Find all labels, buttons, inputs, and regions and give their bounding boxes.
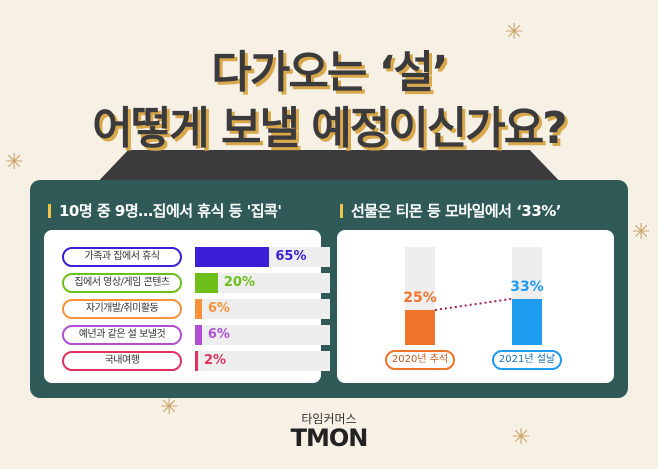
bar [195,325,202,345]
bar-track [195,273,330,293]
bar-track [195,325,330,345]
sparkle-icon: ✳ [512,425,531,450]
category-label: 2021년 설날 [492,350,562,370]
bar [512,298,542,345]
left-chart-title: 10명 중 9명…집에서 휴식 등 '집콕' [48,200,282,221]
category-label: 2020년 추석 [385,350,455,370]
bar [195,351,198,371]
bar-row: 가족과 집에서 휴식 65% [62,247,330,267]
value-label: 65% [275,249,307,264]
logo-subtitle: 타임커머스 [301,412,357,426]
bar-track [195,351,330,371]
value-label: 20% [223,275,255,290]
value-label: 6% [207,327,230,342]
sparkle-icon: ✳ [632,220,651,245]
bar-track [195,247,330,267]
bar [405,310,435,345]
title-line1: 다가오는 ‘설’ [211,47,448,98]
bar-track [195,299,330,319]
bar-row: 자기개발/취미활동 6% [62,299,330,319]
bar-track [512,247,542,345]
value-label: 6% [207,301,230,316]
bar [195,247,270,267]
bar-track [405,247,435,345]
sparkle-icon: ✳ [505,20,524,45]
bar [195,273,218,293]
sparkle-icon: ✳ [5,150,24,175]
category-label: 가족과 집에서 휴식 [62,247,182,267]
title-line2: 어떻게 보낼 예정이신가요? [92,103,567,154]
horizontal-bar-chart: 가족과 집에서 휴식 65% 집에서 영상/게임 콘텐츠 20% 자기개발/취미활동… [44,230,330,383]
category-label: 예년과 같은 설 보낼것 [62,325,182,345]
value-label: 33% [510,278,544,295]
sparkle-icon: ✳ [160,395,179,420]
bar-row: 국내여행 2% [62,351,330,371]
connector-line [434,297,513,311]
value-label: 25% [403,290,437,306]
right-chart-title: 선물은 티몬 등 모바일에서 ‘33%’ [340,200,562,221]
value-label: 2% [204,353,227,368]
category-label: 자기개발/취미활동 [62,299,182,319]
bar [195,299,202,319]
bar-row: 집에서 영상/게임 콘텐츠 20% [62,273,330,293]
bar-row: 예년과 같은 설 보낼것 6% [62,325,330,345]
category-label: 국내여행 [62,351,182,371]
vertical-bar-chart: 25% 2020년 추석 33% 2021년 설날 [337,230,614,383]
tmon-logo: TMON [290,424,369,452]
category-label: 집에서 영상/게임 콘텐츠 [62,273,182,293]
